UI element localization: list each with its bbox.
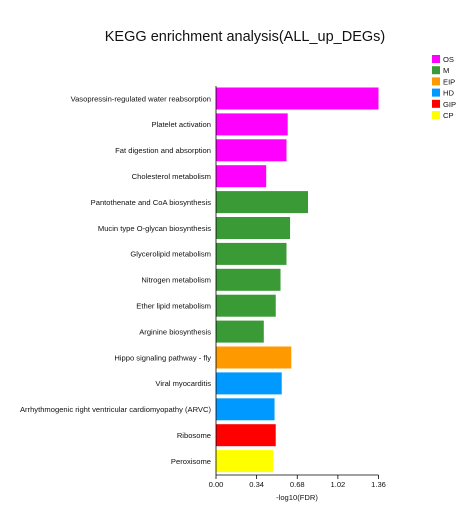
x-tick-label-0: 0.00: [209, 480, 224, 489]
category-label-14: Peroxisome: [171, 457, 211, 466]
bar-13: [216, 424, 276, 447]
bar-7: [216, 268, 281, 291]
legend-swatch-os: [432, 55, 440, 63]
category-label-6: Glycerolipid metabolism: [130, 250, 211, 259]
legend-swatch-m: [432, 66, 440, 75]
category-label-10: Hippo signaling pathway - fly: [114, 353, 211, 362]
legend-label-m: M: [443, 66, 449, 75]
x-tick-label-2: 0.68: [290, 480, 305, 489]
category-label-8: Ether lipid metabolism: [136, 302, 211, 311]
bar-14: [216, 450, 274, 473]
bar-10: [216, 346, 292, 369]
category-label-4: Pantothenate and CoA biosynthesis: [91, 198, 212, 207]
legend-swatch-cp: [432, 111, 440, 119]
category-label-11: Viral myocarditis: [155, 379, 211, 388]
bar-4: [216, 191, 309, 214]
bar-11: [216, 372, 282, 395]
bar-3: [216, 165, 267, 188]
x-tick-label-3: 1.02: [330, 480, 345, 489]
bar-2: [216, 139, 287, 162]
x-ticks-group: 0.00 0.34 0.68 1.02 1.36: [209, 475, 386, 489]
category-label-5: Mucin type O-glycan biosynthesis: [98, 224, 211, 233]
category-label-9: Arginine biosynthesis: [139, 327, 211, 336]
legend-label-gip: GIP: [443, 100, 456, 109]
bar-1: [216, 113, 288, 136]
bar-8: [216, 294, 276, 317]
legend-label-os: OS: [443, 55, 454, 64]
category-labels-group: Vasopressin-regulated water reabsorption…: [20, 94, 212, 466]
bar-0: [216, 87, 379, 110]
category-label-7: Nitrogen metabolism: [141, 276, 211, 285]
x-tick-label-4: 1.36: [371, 480, 386, 489]
legend-label-eip: EIP: [443, 77, 455, 86]
legend-swatch-hd: [432, 88, 440, 97]
bar-12: [216, 398, 275, 421]
legend: OS M EIP HD GIP CP: [432, 55, 456, 120]
legend-swatch-gip: [432, 99, 440, 108]
x-axis-label: -log10(FDR): [276, 493, 318, 502]
legend-label-cp: CP: [443, 111, 454, 120]
bars-group: [216, 87, 379, 473]
category-label-12: Arrhythmogenic right ventricular cardiom…: [20, 405, 212, 414]
legend-label-hd: HD: [443, 89, 454, 98]
bar-5: [216, 217, 291, 239]
x-tick-label-1: 0.34: [249, 480, 264, 489]
category-label-3: Cholesterol metabolism: [132, 172, 211, 181]
category-label-2: Fat digestion and absorption: [115, 146, 211, 155]
category-label-0: Vasopressin-regulated water reabsorption: [71, 94, 211, 103]
category-label-13: Ribosome: [177, 431, 211, 440]
category-label-1: Platelet activation: [151, 120, 211, 129]
legend-swatch-eip: [432, 77, 440, 86]
bar-9: [216, 320, 264, 343]
bar-6: [216, 242, 287, 265]
chart-title: KEGG enrichment analysis(ALL_up_DEGs): [105, 29, 385, 45]
